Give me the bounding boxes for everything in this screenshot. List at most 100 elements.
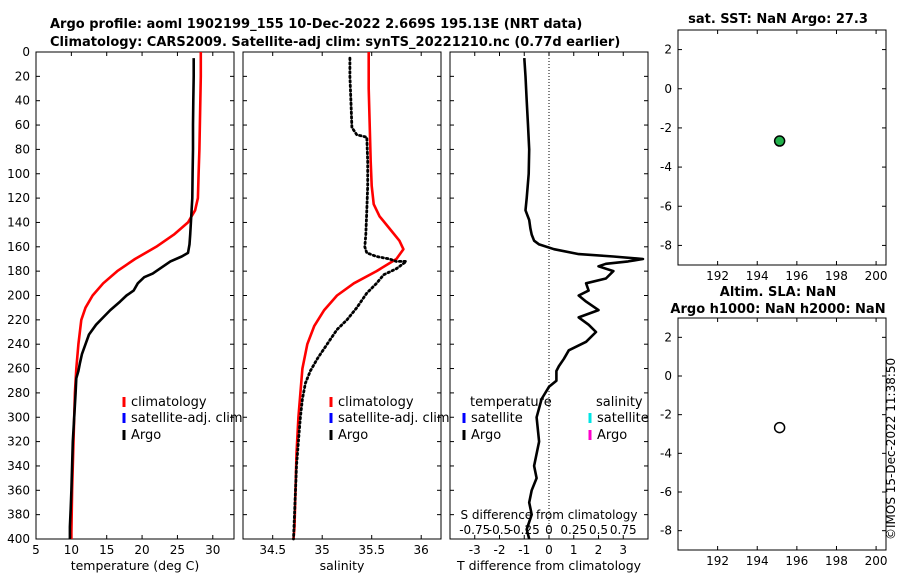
header-line-2: Climatology: CARS2009. Satellite-adj cli… <box>50 35 620 50</box>
secondary-tick-label: 0.75 <box>610 523 637 537</box>
x-tick-label: 2 <box>595 543 603 557</box>
secondary-tick-label: -0.75 <box>459 523 490 537</box>
map-y-tick-label: 0 <box>664 82 672 96</box>
timestamp-stamp: ©IMOS 15-Dec-2022 11:38:50 <box>884 358 898 540</box>
x-axis-label: temperature (deg C) <box>71 558 200 573</box>
secondary-tick-label: 0.25 <box>560 523 587 537</box>
x-tick-label: 25 <box>170 543 185 557</box>
float-position-marker-open <box>773 421 786 434</box>
map-y-tick-label: 2 <box>664 330 672 344</box>
x-tick-label: 30 <box>205 543 220 557</box>
y-tick-label: 0 <box>22 45 30 59</box>
map-y-tick-label: -6 <box>660 199 672 213</box>
x-tick-label: 36 <box>414 543 429 557</box>
secondary-tick-label: 0.5 <box>589 523 608 537</box>
map-x-tick-label: 200 <box>865 554 888 568</box>
y-tick-label: 160 <box>7 240 30 254</box>
sal-legend-satellite-label: satellite-adj. clim <box>338 411 450 426</box>
map-x-tick-label: 198 <box>825 269 848 283</box>
map-x-tick-label: 192 <box>706 269 729 283</box>
sla-title-1: Altim. SLA: NaN <box>720 285 836 300</box>
y-tick-label: 300 <box>7 410 30 424</box>
x-tick-label: 1 <box>570 543 578 557</box>
map-y-tick-label: -4 <box>660 446 672 460</box>
map-y-tick-label: -8 <box>660 238 672 252</box>
diff-legend-s-argo-label: Argo <box>597 428 627 443</box>
y-tick-label: 60 <box>15 118 30 132</box>
x-tick-label: 35.5 <box>358 543 385 557</box>
sal-climatology-line <box>292 52 405 540</box>
sst-map-panel: 192 194 196 198 200 2 0 -2 -4 -6 -8 <box>660 29 888 283</box>
x-tick-label: 35 <box>315 543 330 557</box>
x-tick-label: -1 <box>518 543 530 557</box>
map-axes-frame <box>677 317 887 551</box>
diff-legend-title-temperature: temperature <box>470 395 552 410</box>
y-tick-label: 20 <box>15 69 30 83</box>
map-x-tick-label: 194 <box>746 269 769 283</box>
y-tick-label: 80 <box>15 142 30 156</box>
map-y-tick-label: -4 <box>660 160 672 174</box>
diff-legend-title-salinity: salinity <box>596 395 643 410</box>
y-tick-label: 100 <box>7 167 30 181</box>
secondary-tick-label: 0 <box>545 523 553 537</box>
map-y-tick-label: 0 <box>664 369 672 383</box>
secondary-tick-label: -0.5 <box>488 523 511 537</box>
y-tick-label: 40 <box>15 94 30 108</box>
map-y-tick-label: 2 <box>664 43 672 57</box>
header-line-1: Argo profile: aoml 1902199_155 10-Dec-20… <box>50 17 582 32</box>
sal-legend-climatology-label: climatology <box>338 395 414 410</box>
sal-argo-line <box>292 56 408 541</box>
map-axes-frame <box>677 29 887 266</box>
y-tick-label: 340 <box>7 459 30 473</box>
map-y-tick-label: -6 <box>660 485 672 499</box>
map-x-tick-label: 200 <box>865 269 888 283</box>
difference-panel: -3 -2 -1 0 1 2 3T difference from climatology t… <box>449 51 649 573</box>
sla-map-panel: 192 194 196 198 200 2 0 -2 -4 -6 -8 <box>660 317 888 568</box>
temp-legend-argo-label: Argo <box>131 428 161 443</box>
diff-argo-line <box>523 58 645 540</box>
axes-frame <box>242 51 442 540</box>
x-axis-label: salinity <box>320 558 365 573</box>
map-x-tick-label: 196 <box>785 554 808 568</box>
y-tick-label: 380 <box>7 508 30 522</box>
diff-legend-s-satellite-label: satellite <box>597 411 649 426</box>
sal-legend-argo-label: Argo <box>338 428 368 443</box>
y-tick-label: 180 <box>7 264 30 278</box>
temp-legend-satellite-label: satellite-adj. clim <box>131 411 243 426</box>
map-x-tick-label: 196 <box>785 269 808 283</box>
y-tick-label: 240 <box>7 337 30 351</box>
x-tick-label: 0 <box>545 543 553 557</box>
diff-legend-t-argo-label: Argo <box>471 428 501 443</box>
float-position-marker-filled <box>773 135 786 147</box>
diff-legend-t-satellite-label: satellite <box>471 411 523 426</box>
salinity-panel: 34.5 35 35.5 36 salinity climatologysatellite… <box>242 51 450 573</box>
y-tick-label: 200 <box>7 289 30 303</box>
x-tick-label: -2 <box>494 543 506 557</box>
x-tick-label: 34.5 <box>259 543 286 557</box>
sla-title-2: Argo h1000: NaN h2000: NaN <box>670 302 885 317</box>
y-tick-label: 220 <box>7 313 30 327</box>
map-x-tick-label: 198 <box>825 554 848 568</box>
map-y-tick-label: -2 <box>660 408 672 422</box>
temp-legend-climatology-label: climatology <box>131 395 207 410</box>
y-tick-label: 280 <box>7 386 30 400</box>
y-tick-label: 360 <box>7 483 30 497</box>
map-y-tick-label: -2 <box>660 121 672 135</box>
x-tick-label: 10 <box>64 543 79 557</box>
secondary-axis-label: S difference from climatology <box>461 508 638 522</box>
x-tick-label: 5 <box>32 543 40 557</box>
axes-frame <box>35 51 235 540</box>
x-tick-label: -3 <box>469 543 481 557</box>
x-tick-label: 20 <box>134 543 149 557</box>
map-x-tick-label: 194 <box>746 554 769 568</box>
y-tick-label: 120 <box>7 191 30 205</box>
x-tick-label: 3 <box>619 543 627 557</box>
y-tick-label: 140 <box>7 215 30 229</box>
temperature-panel: 5 10 15 20 25 3002040608010012014016018020022… <box>7 45 243 573</box>
x-axis-label: T difference from climatology <box>456 558 642 573</box>
y-tick-label: 320 <box>7 435 30 449</box>
y-tick-label: 260 <box>7 362 30 376</box>
map-y-tick-label: -8 <box>660 524 672 538</box>
sst-title: sat. SST: NaN Argo: 27.3 <box>688 12 868 27</box>
